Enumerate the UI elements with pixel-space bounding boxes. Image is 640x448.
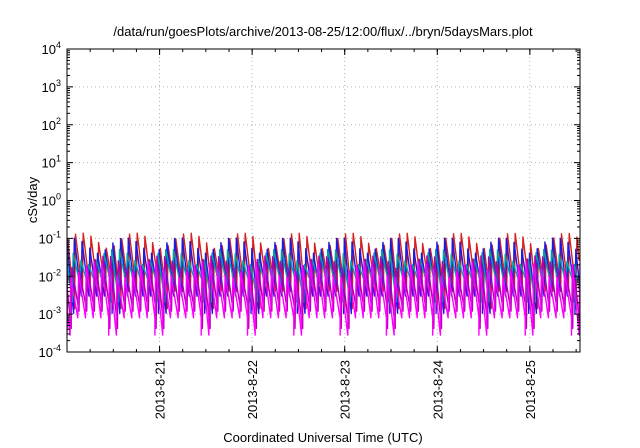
y-tick-exponent: 1	[56, 154, 61, 164]
y-tick-base: 10	[42, 42, 56, 57]
chart-title: /data/run/goesPlots/archive/2013-08-25/1…	[113, 24, 533, 39]
y-tick-label: 10-3	[39, 305, 61, 322]
y-tick-label: 10-2	[39, 267, 61, 284]
x-tick-label: 2013-8-21	[153, 360, 168, 419]
y-tick-label: 100	[42, 192, 61, 209]
series-line	[67, 255, 580, 330]
y-tick-exponent: 0	[56, 192, 61, 202]
y-tick-base: 10	[39, 345, 53, 360]
y-tick-label: 10-4	[39, 343, 61, 360]
y-tick-exponent: -4	[53, 343, 61, 353]
y-axis-label: cSv/day	[25, 176, 40, 223]
y-tick-label: 10-1	[39, 229, 61, 246]
x-tick-label: 2013-8-24	[430, 360, 445, 419]
y-tick-base: 10	[42, 194, 56, 209]
x-tick-label: 2013-8-22	[245, 360, 260, 419]
x-tick-label: 2013-8-23	[338, 360, 353, 419]
x-axis: 2013-8-21 2013-8-22 2013-8-23 2013-8-24 2013…	[66, 49, 577, 419]
y-tick-base: 10	[39, 231, 53, 246]
y-tick-base: 10	[42, 80, 56, 95]
y-tick-exponent: 4	[56, 40, 61, 50]
y-tick-label: 103	[42, 78, 61, 95]
y-tick-base: 10	[39, 307, 53, 322]
y-tick-label: 101	[42, 154, 61, 171]
y-tick-base: 10	[39, 269, 53, 284]
y-tick-exponent: -2	[53, 267, 61, 277]
series-line	[67, 261, 580, 336]
y-tick-label: 104	[42, 40, 61, 57]
series-line	[67, 248, 580, 303]
series-group	[67, 232, 580, 336]
y-tick-exponent: 2	[56, 116, 61, 126]
y-tick-base: 10	[42, 156, 56, 171]
y-tick-label: 102	[42, 116, 61, 133]
y-tick-exponent: -3	[53, 305, 61, 315]
y-tick-exponent: 3	[56, 78, 61, 88]
y-tick-exponent: -1	[53, 229, 61, 239]
x-tick-label: 2013-8-25	[523, 360, 538, 419]
series-line	[67, 237, 580, 314]
series-line	[67, 232, 580, 310]
y-tick-base: 10	[42, 118, 56, 133]
x-axis-label: Coordinated Universal Time (UTC)	[223, 430, 422, 445]
